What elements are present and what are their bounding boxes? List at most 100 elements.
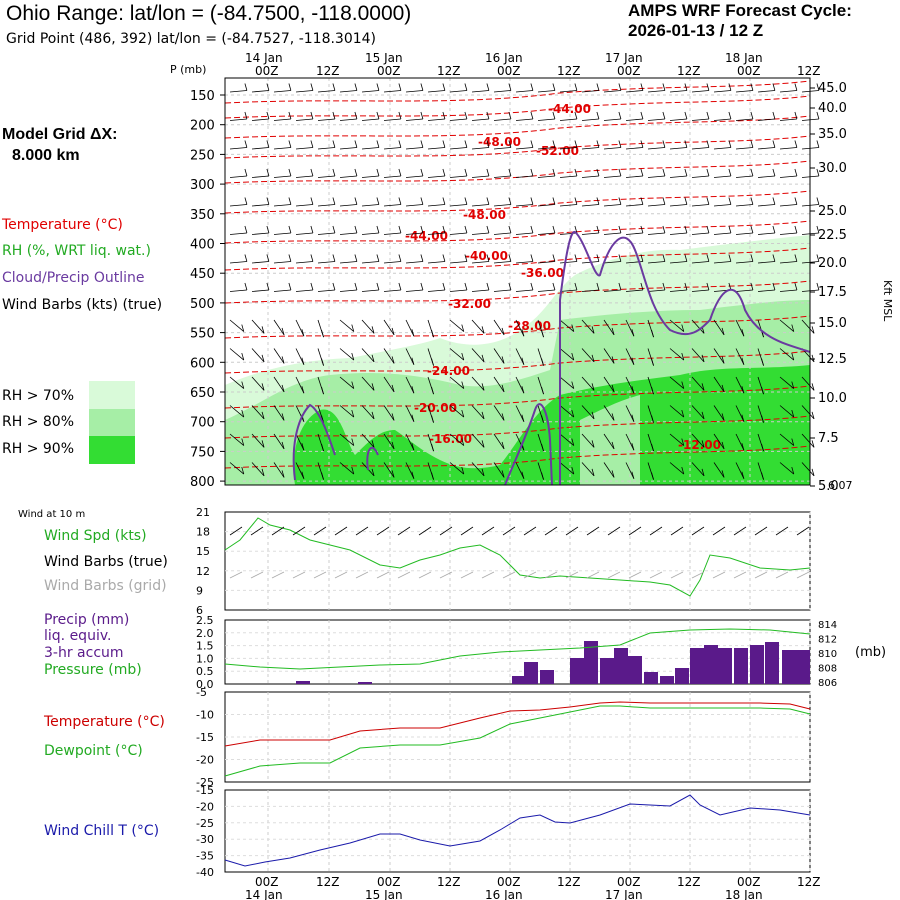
top-time-tick-label: 12Z <box>797 64 821 78</box>
surface-wind-barb <box>460 526 474 536</box>
grid-wind-barb <box>313 571 327 579</box>
wind-barb-flag <box>376 83 380 91</box>
wind-barb <box>273 289 291 292</box>
wind-barb-flag <box>574 83 578 91</box>
wind-barb <box>229 462 245 475</box>
wind-barb <box>669 90 687 93</box>
surface-height-label: 6.07 <box>828 479 853 492</box>
wind-barb <box>735 376 745 394</box>
wind-barb-flag <box>530 225 534 234</box>
wind-barb-flag <box>816 140 820 148</box>
panel-y-tick-label: -25 <box>196 817 214 830</box>
wind-barb-flag <box>354 111 358 120</box>
wind-barb <box>251 319 265 334</box>
wind-barb <box>229 175 247 178</box>
wind-barb <box>581 90 599 93</box>
wind-barb <box>317 204 335 207</box>
wind-barb-flag <box>794 111 798 120</box>
wind-barb <box>801 376 815 391</box>
wind-barb-flag <box>281 384 285 393</box>
wind-barb-flag <box>761 387 764 395</box>
wind-barb <box>537 147 555 150</box>
rh80-patch <box>580 395 640 485</box>
wind-barb <box>691 261 709 264</box>
wind-barb <box>713 90 731 93</box>
wind-barb-flag <box>794 282 798 291</box>
wind-barb <box>559 147 577 150</box>
wind-barb-flag <box>391 413 395 421</box>
temperature-contour-label: -12.00 <box>678 438 721 452</box>
wind-barb <box>603 204 621 207</box>
precip-bar <box>782 650 796 684</box>
wind-barb <box>229 147 247 150</box>
wind-barb-flag <box>741 386 745 394</box>
wind-barb <box>427 118 445 121</box>
panel-y-tick-label: -5 <box>196 686 207 699</box>
surface-wind-barb <box>355 526 369 536</box>
wind-barb-flag <box>461 381 465 389</box>
wind-barb-flag <box>261 440 265 448</box>
dewpoint-line <box>224 705 811 777</box>
wind-barb <box>493 462 505 478</box>
wind-barb <box>603 405 615 421</box>
wind-barb <box>581 118 599 121</box>
wind-barb <box>427 147 445 150</box>
wind-barb <box>339 118 357 121</box>
wind-barb <box>251 348 265 363</box>
wind-barb <box>383 348 395 364</box>
wind-barb-flag <box>288 140 292 148</box>
wind-barb-flag <box>596 83 600 91</box>
wind-barb-flag <box>816 83 820 91</box>
wind-barb-flag <box>681 409 685 418</box>
wind-barb <box>383 90 401 93</box>
wind-barb <box>735 462 745 479</box>
wind-barb <box>779 319 795 332</box>
grid-wind-barb <box>250 571 264 579</box>
surface-wind-barb <box>754 526 768 536</box>
wind-barb-flag <box>706 282 710 291</box>
wind-barb-flag <box>244 282 248 291</box>
wind-barb <box>251 433 265 448</box>
wind-barb-flag <box>728 254 732 262</box>
wind-barb-flag <box>640 168 644 177</box>
wind-barb-flag <box>811 326 815 334</box>
wind-barb-flag <box>354 197 358 205</box>
wind-barb <box>713 376 725 393</box>
wind-barb <box>405 261 423 264</box>
surface-wind-barb <box>334 526 348 536</box>
wind-barb <box>251 90 269 93</box>
wind-barb-flag <box>662 83 666 91</box>
wind-10m-label: Wind at 10 m <box>18 509 86 520</box>
wind-barb-flag <box>811 383 815 391</box>
wind-barb <box>779 118 797 121</box>
precip-bar <box>600 658 614 684</box>
height-tick-label: 5.0 <box>818 479 839 494</box>
wind-barb-flag <box>376 254 380 262</box>
wind-barb <box>273 405 285 421</box>
height-tick-label: 40.0 <box>818 101 847 116</box>
wind-barb <box>691 232 709 235</box>
pressure-tick-label: 500 <box>190 297 215 312</box>
wind-barb <box>713 462 725 478</box>
wind-barb-flag <box>411 329 415 337</box>
wind-barb-flag <box>288 111 292 120</box>
wind-barb <box>339 289 357 292</box>
wind-barb <box>669 147 687 150</box>
wind-barb-flag <box>266 111 270 120</box>
wind-barb-flag <box>420 225 424 234</box>
wind-barb <box>691 405 705 420</box>
wind-barb <box>405 405 415 422</box>
wind-barb <box>449 289 467 292</box>
wind-barb-flag <box>481 411 485 419</box>
wind-barb-flag <box>310 140 314 148</box>
grid-point-info: Grid Point (486, 392) lat/lon = (-84.752… <box>6 31 377 47</box>
legend-pressure: Pressure (mb) <box>44 662 142 678</box>
wind-barb-flag <box>681 324 685 332</box>
wind-barb <box>361 348 375 363</box>
wind-barb <box>713 147 731 150</box>
surface-wind-barb <box>796 526 810 536</box>
precip-bar <box>644 672 658 684</box>
wind-barb-flag <box>351 409 355 418</box>
wind-barb <box>471 319 485 334</box>
wind-barb <box>735 433 745 451</box>
